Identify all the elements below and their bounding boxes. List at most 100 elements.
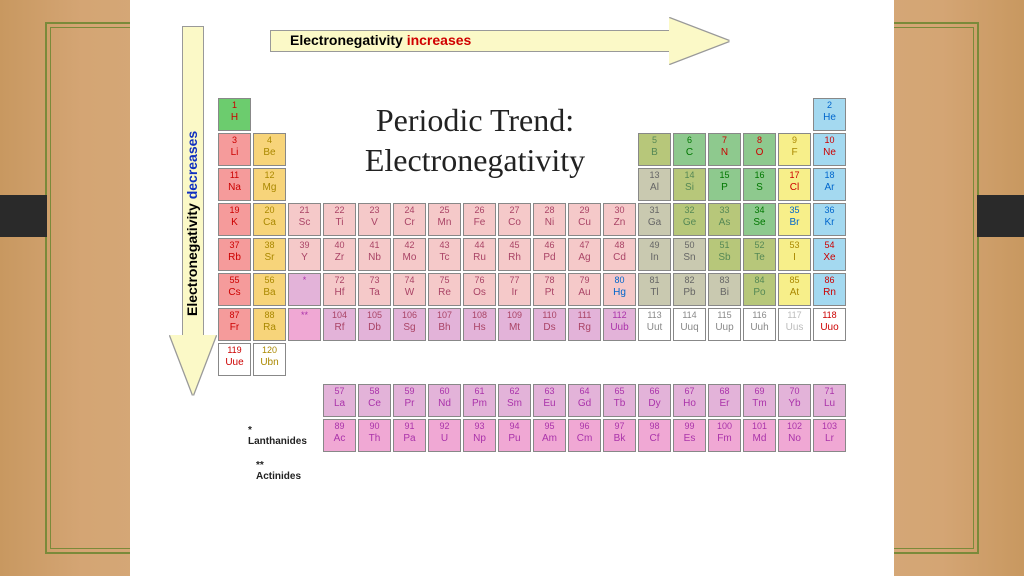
element-number: 51	[709, 241, 740, 251]
element-symbol: Cs	[219, 287, 250, 298]
element-number: 50	[674, 241, 705, 251]
element-Sr: 38Sr	[253, 238, 286, 271]
element-number: 6	[674, 136, 705, 146]
element-symbol: Tc	[429, 252, 460, 263]
element-number: 35	[779, 206, 810, 216]
element-B: 5B	[638, 133, 671, 166]
element-number: **	[289, 311, 320, 321]
element-Uuh: 116Uuh	[743, 308, 776, 341]
element-number: 56	[254, 276, 285, 286]
element-number: 76	[464, 276, 495, 286]
element-Pr: 59Pr	[393, 384, 426, 417]
element-symbol: Cd	[604, 252, 635, 263]
element-Po: 84Po	[743, 273, 776, 306]
element-number: 44	[464, 241, 495, 251]
element-Db: 105Db	[358, 308, 391, 341]
element-symbol: Re	[429, 287, 460, 298]
element-symbol: Mg	[254, 182, 285, 193]
element-I: 53I	[778, 238, 811, 271]
element-symbol: Rh	[499, 252, 530, 263]
element-number: 62	[499, 387, 530, 397]
element-Zr: 40Zr	[323, 238, 356, 271]
element-symbol: H	[219, 112, 250, 123]
element-symbol: Uue	[219, 357, 250, 368]
element-symbol: Yb	[779, 398, 810, 409]
element-symbol: Be	[254, 147, 285, 158]
element-Xe: 54Xe	[813, 238, 846, 271]
element-symbol: Sm	[499, 398, 530, 409]
element-number: 89	[324, 422, 355, 432]
element-symbol: Bh	[429, 322, 460, 333]
element-Hs: 108Hs	[463, 308, 496, 341]
element-Au: 79Au	[568, 273, 601, 306]
element-number: 46	[534, 241, 565, 251]
top-arrow-word2: increases	[407, 32, 472, 48]
element-number: 109	[499, 311, 530, 321]
element-symbol: Uuq	[674, 322, 705, 333]
element-number: 101	[744, 422, 775, 432]
element-symbol: Ta	[359, 287, 390, 298]
top-arrow-label: Electronegativity increases	[290, 32, 471, 48]
element-Rf: 104Rf	[323, 308, 356, 341]
element-number: 94	[499, 422, 530, 432]
element-Am: 95Am	[533, 419, 566, 452]
element-Ra: 88Ra	[253, 308, 286, 341]
element-symbol: Bi	[709, 287, 740, 298]
element-number: 16	[744, 171, 775, 181]
element-number: 88	[254, 311, 285, 321]
element-number: 93	[464, 422, 495, 432]
element-symbol: Ru	[464, 252, 495, 263]
element-U: 92U	[428, 419, 461, 452]
element-Ds: 110Ds	[533, 308, 566, 341]
element-number: 1	[219, 101, 250, 111]
element-symbol: Nb	[359, 252, 390, 263]
element-Hf: 72Hf	[323, 273, 356, 306]
element-number: 68	[709, 387, 740, 397]
element-symbol: He	[814, 112, 845, 123]
element-Al: 13Al	[638, 168, 671, 201]
element-Tc: 43Tc	[428, 238, 461, 271]
element-K: 19K	[218, 203, 251, 236]
page-title: Periodic Trend:Electronegativity	[310, 100, 640, 180]
element-number: 52	[744, 241, 775, 251]
actinides-label: ** Actinides	[256, 460, 301, 482]
element-number: 97	[604, 422, 635, 432]
element-Na: 11Na	[218, 168, 251, 201]
element-number: 25	[429, 206, 460, 216]
element-number: 24	[394, 206, 425, 216]
element-number: 91	[394, 422, 425, 432]
element-number: 92	[429, 422, 460, 432]
element-In: 49In	[638, 238, 671, 271]
element-number: 78	[534, 276, 565, 286]
element-number: 104	[324, 311, 355, 321]
element-number: 17	[779, 171, 810, 181]
element-number: 99	[674, 422, 705, 432]
element-symbol: W	[394, 287, 425, 298]
element-symbol: Fr	[219, 322, 250, 333]
element-number: 69	[744, 387, 775, 397]
element-number: 20	[254, 206, 285, 216]
element-symbol: Hs	[464, 322, 495, 333]
element-number: 64	[569, 387, 600, 397]
element-symbol: Mn	[429, 217, 460, 228]
element-Ce: 58Ce	[358, 384, 391, 417]
element-W: 74W	[393, 273, 426, 306]
element-symbol: Li	[219, 147, 250, 158]
element-number: 45	[499, 241, 530, 251]
element-number: 87	[219, 311, 250, 321]
element-number: 5	[639, 136, 670, 146]
element-number: 81	[639, 276, 670, 286]
element-Cr: 24Cr	[393, 203, 426, 236]
element-symbol: Lr	[814, 433, 845, 444]
element-H: 1H	[218, 98, 251, 131]
element-number: 108	[464, 311, 495, 321]
element-Rh: 45Rh	[498, 238, 531, 271]
element-Pd: 46Pd	[533, 238, 566, 271]
element-La: 57La	[323, 384, 356, 417]
element-Re: 75Re	[428, 273, 461, 306]
element-symbol: K	[219, 217, 250, 228]
element-Tm: 69Tm	[743, 384, 776, 417]
element-symbol: F	[779, 147, 810, 158]
element-Sg: 106Sg	[393, 308, 426, 341]
element-number: 70	[779, 387, 810, 397]
